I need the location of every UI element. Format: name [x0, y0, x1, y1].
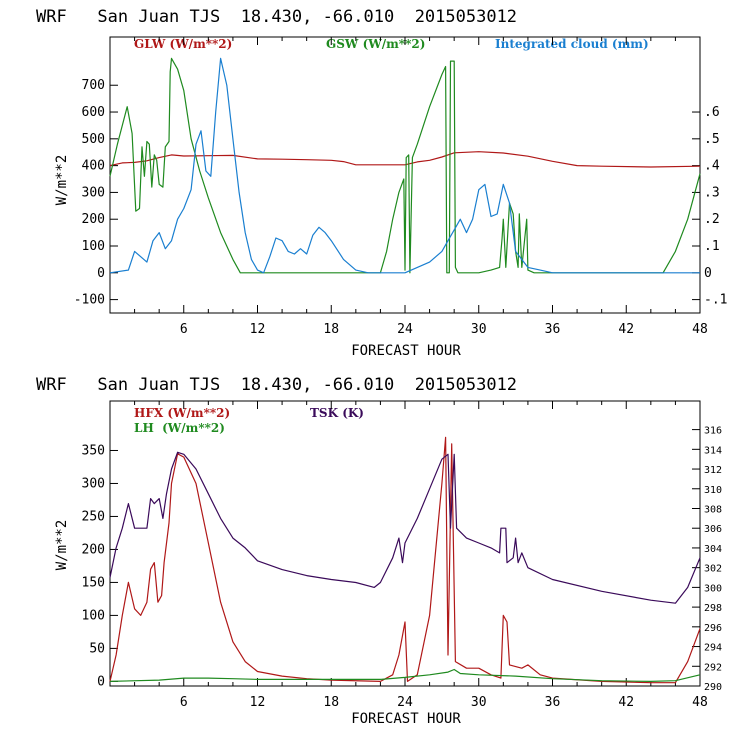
bottom-x-tick-label: 12 [250, 695, 266, 710]
top-y2-tick-label: .6 [704, 105, 720, 120]
top-x-tick-label: 36 [545, 322, 561, 337]
bottom-x-tick-label: 42 [618, 695, 634, 710]
top-y2-tick-label: 0 [704, 266, 712, 281]
top-plot-frame [109, 36, 701, 314]
top-y-tick-label: 0 [97, 266, 105, 281]
bottom-y2-tick-label: 314 [704, 445, 722, 456]
bottom-y2-tick-label: 296 [704, 623, 722, 634]
bottom-x-tick-label: 48 [692, 695, 708, 710]
bottom-x-tick-label: 30 [471, 695, 487, 710]
bottom-y-tick-label: 300 [82, 476, 105, 491]
bottom-series-lh [109, 668, 701, 683]
top-chart: WRF San Juan TJS 18.430, -66.010 2015053… [36, 7, 727, 359]
top-x-tick-label: 12 [250, 322, 266, 337]
top-axis-ticks: 6 12 18 24 30 36 42 48 -100 0 100 200 300 400 500 600 70… [74, 37, 727, 337]
bottom-series-tsk [109, 451, 701, 604]
top-y2-tick-label: .1 [704, 239, 720, 254]
top-x-axis-label: FORECAST HOUR [351, 343, 461, 359]
bottom-axis-ticks: 6 12 18 24 30 36 42 48 0 50 100 150 200 250 300 350 290 2… [82, 401, 722, 710]
top-y2-tick-label: .2 [704, 212, 720, 227]
top-x-tick-label: 6 [180, 322, 188, 337]
top-y-tick-label: 500 [82, 132, 105, 147]
top-x-tick-label: 24 [397, 322, 413, 337]
top-legend-glw: GLW (W/m**2) [134, 37, 232, 51]
top-y-axis-label: W/m**2 [54, 155, 70, 206]
bottom-y2-tick-label: 308 [704, 504, 722, 515]
bottom-legend-hfx: HFX (W/m**2) [134, 406, 230, 420]
bottom-x-tick-label: 24 [397, 695, 413, 710]
bottom-y-tick-label: 50 [89, 641, 105, 656]
bottom-y2-tick-label: 316 [704, 426, 722, 437]
top-y-tick-label: 700 [82, 78, 105, 93]
bottom-x-axis-label: FORECAST HOUR [351, 711, 461, 727]
top-y2-tick-label: .5 [704, 132, 720, 147]
top-x-tick-label: 48 [692, 322, 708, 337]
bottom-x-tick-label: 36 [545, 695, 561, 710]
top-x-tick-label: 18 [323, 322, 339, 337]
bottom-legend-lh: LH (W/m**2) [134, 421, 225, 435]
top-legend-cloud: Integrated cloud (mm) [495, 37, 649, 51]
top-y-tick-label: 200 [82, 212, 105, 227]
bottom-y-tick-label: 250 [82, 509, 105, 524]
bottom-chart-title: WRF San Juan TJS 18.430, -66.010 2015053… [36, 375, 517, 395]
top-legend-gsw: GSW (W/m**2) [326, 37, 425, 51]
bottom-y2-tick-label: 312 [704, 465, 722, 476]
bottom-y-tick-label: 100 [82, 608, 105, 623]
bottom-y2-tick-label: 300 [704, 583, 722, 594]
top-y2-tick-label: -.1 [704, 293, 727, 308]
bottom-y-tick-label: 0 [97, 674, 105, 689]
bottom-y2-tick-label: 294 [704, 643, 722, 654]
top-x-tick-label: 30 [471, 322, 487, 337]
top-x-tick-label: 42 [618, 322, 634, 337]
bottom-y2-tick-label: 302 [704, 564, 722, 575]
top-series-gsw [109, 57, 701, 274]
bottom-series-group [109, 436, 701, 684]
bottom-y2-tick-label: 290 [704, 682, 722, 693]
bottom-y-tick-label: 200 [82, 542, 105, 557]
top-y2-tick-label: .3 [704, 185, 720, 200]
top-y-tick-label: 400 [82, 159, 105, 174]
top-series-glw [109, 151, 701, 168]
bottom-y-tick-label: 350 [82, 443, 105, 458]
bottom-y2-tick-label: 304 [704, 544, 722, 555]
top-series-group [109, 57, 701, 274]
top-series-integrated [109, 57, 700, 274]
bottom-legend-tsk: TSK (K) [310, 406, 364, 420]
bottom-x-tick-label: 18 [323, 695, 339, 710]
bottom-series-hfx [109, 436, 701, 684]
top-y-tick-label: 100 [82, 239, 105, 254]
top-y-tick-label: 300 [82, 185, 105, 200]
bottom-y-tick-label: 150 [82, 575, 105, 590]
bottom-chart: WRF San Juan TJS 18.430, -66.010 2015053… [36, 375, 722, 727]
top-y2-tick-label: .4 [704, 159, 720, 174]
bottom-y2-tick-label: 306 [704, 524, 722, 535]
bottom-y2-tick-label: 298 [704, 603, 722, 614]
bottom-y-axis-label: W/m**2 [54, 520, 70, 571]
top-y-tick-label: -100 [74, 293, 105, 308]
top-y-tick-label: 600 [82, 105, 105, 120]
top-chart-title: WRF San Juan TJS 18.430, -66.010 2015053… [36, 7, 517, 27]
bottom-y2-tick-label: 310 [704, 485, 722, 496]
bottom-y2-tick-label: 292 [704, 662, 722, 673]
bottom-x-tick-label: 6 [180, 695, 188, 710]
